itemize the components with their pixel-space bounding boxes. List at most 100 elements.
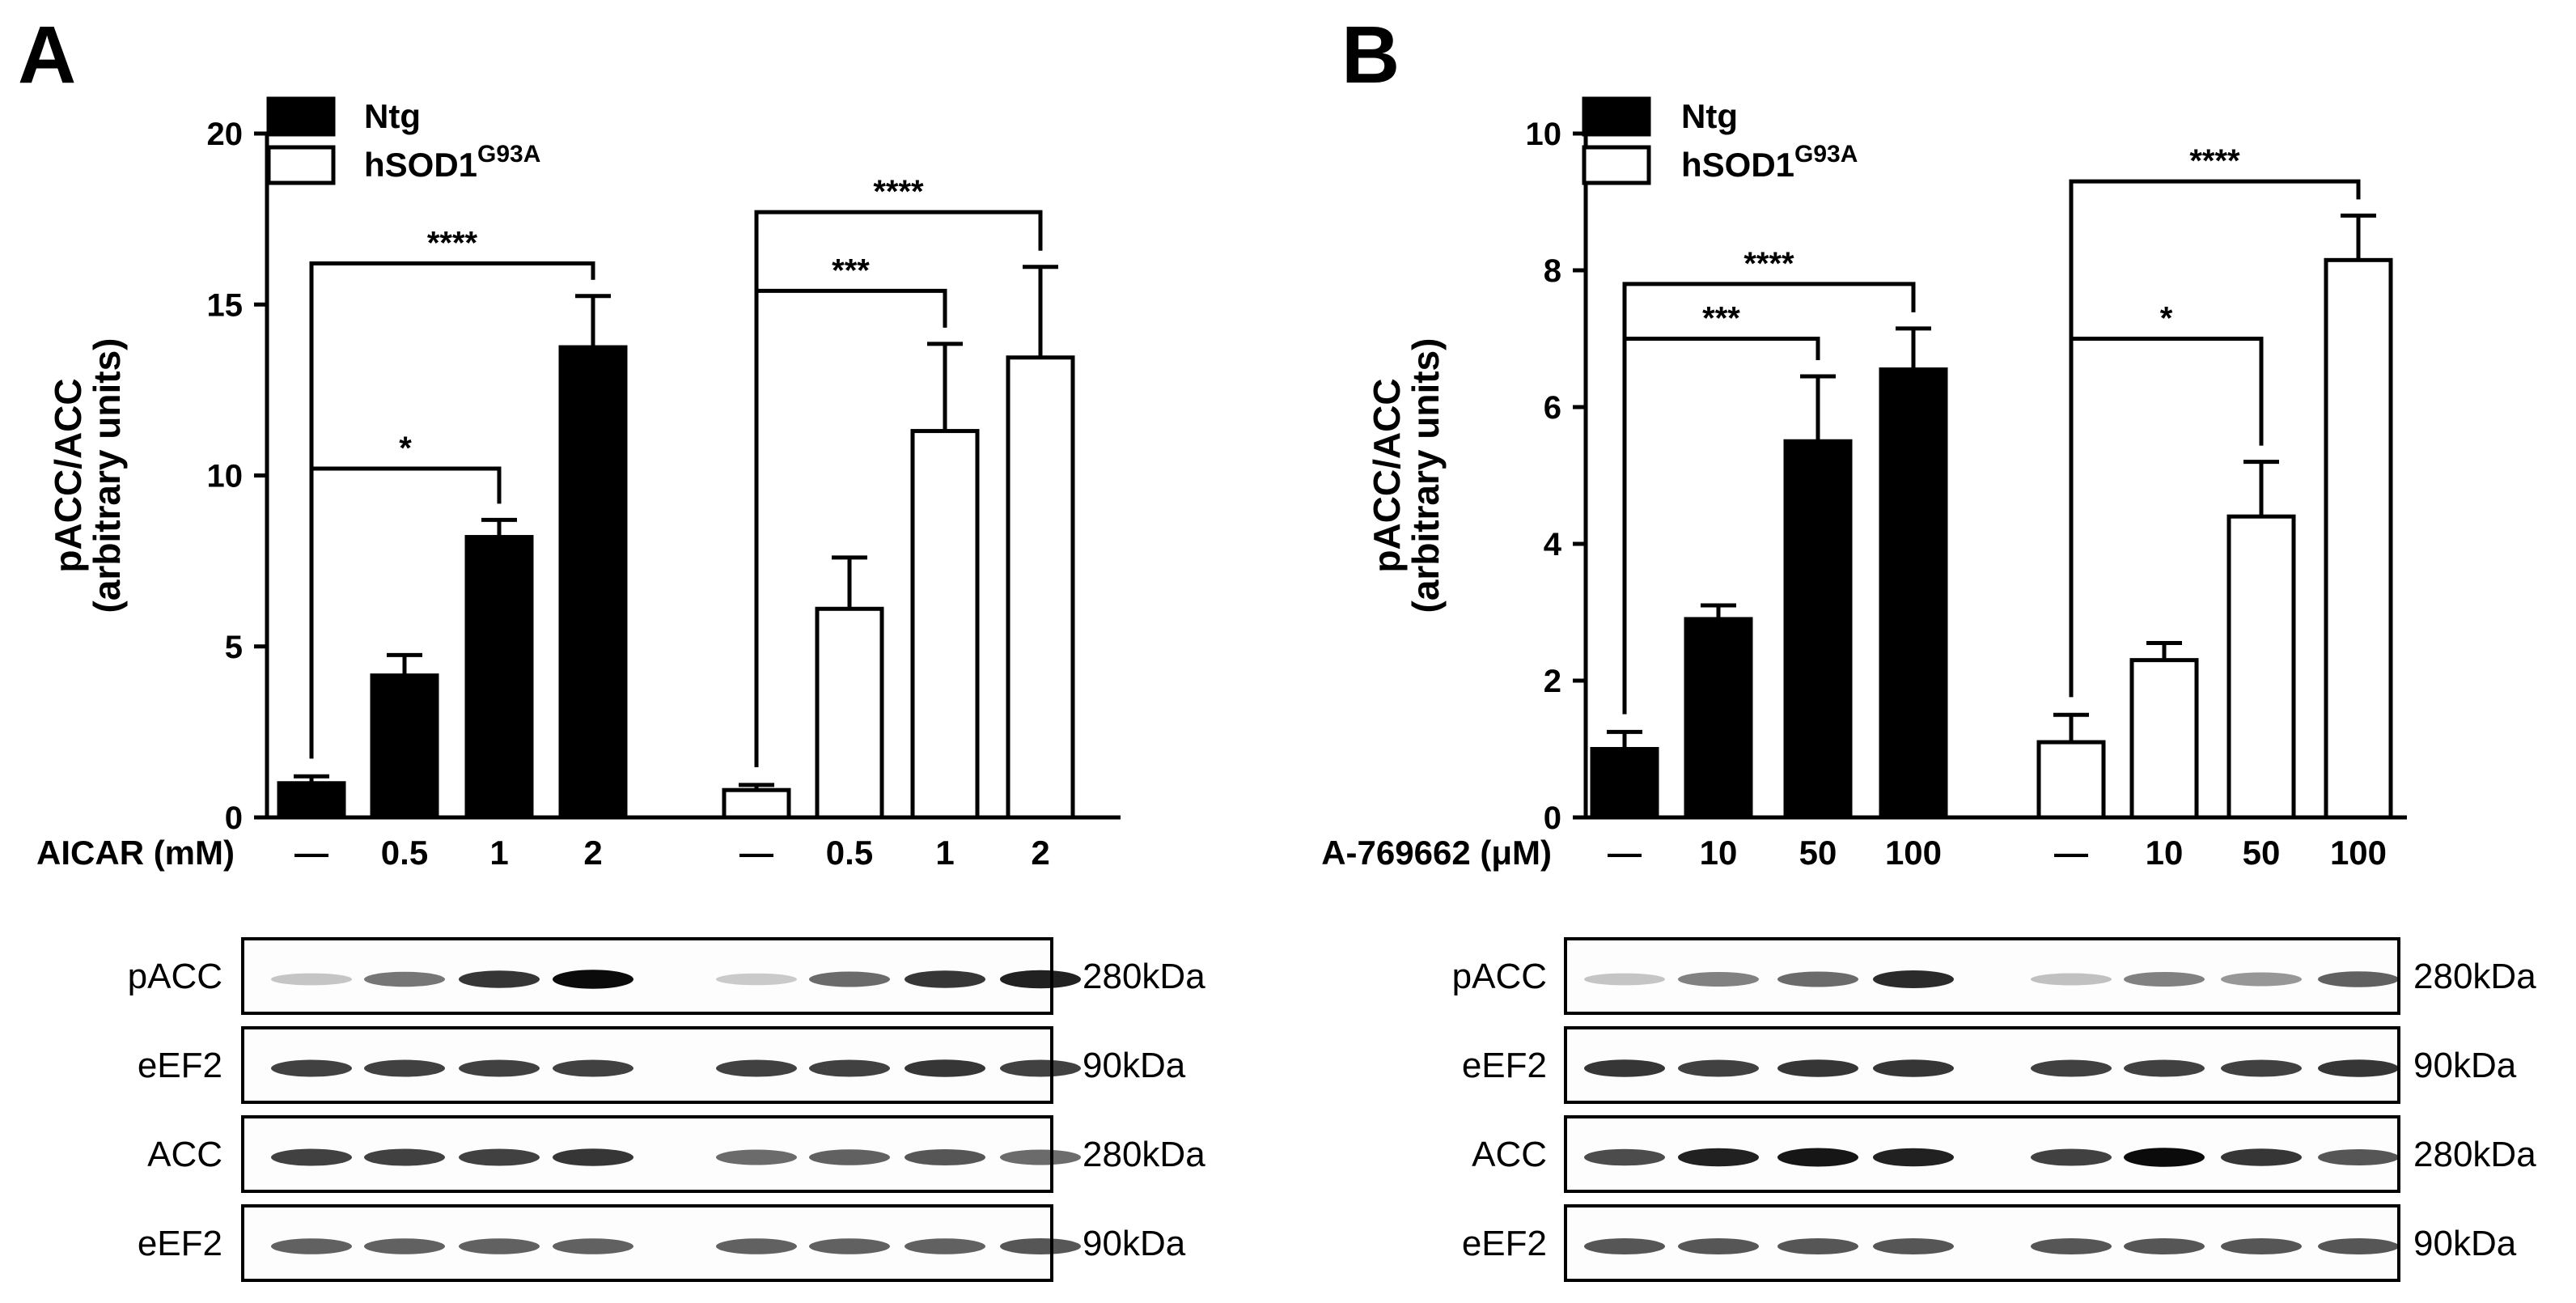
significance-bracket: **** — [754, 174, 1043, 767]
category-label: 10 — [1700, 834, 1738, 872]
blot-band — [2221, 1238, 2302, 1254]
blot-size-label: 280kDa — [1083, 957, 1205, 996]
significance-bracket: **** — [1622, 246, 1916, 715]
y-tick-label: 0 — [1544, 800, 1561, 836]
category-label: 50 — [1799, 834, 1837, 872]
blot-band — [271, 1059, 352, 1077]
y-tick-label: 5 — [225, 630, 243, 665]
blot-band — [364, 1148, 445, 1166]
blot-band — [271, 973, 352, 986]
category-label: 100 — [1885, 834, 1942, 872]
legend-label: Ntg — [1681, 97, 1738, 135]
blot-band — [1678, 1148, 1759, 1167]
blot-strip: eEF2 90kDa — [138, 1204, 1186, 1282]
category-label: 50 — [2243, 834, 2281, 872]
y-tick-label: 6 — [1544, 390, 1561, 426]
blot-band — [905, 1059, 985, 1077]
category-label: 1 — [935, 834, 954, 872]
bar — [722, 787, 791, 820]
bar — [1879, 367, 1948, 820]
blot-band — [2124, 972, 2205, 987]
blot-band — [364, 971, 445, 987]
y-axis-subtitle: (arbitrary units) — [1405, 338, 1447, 613]
blot-band — [809, 1149, 890, 1165]
category-label: 10 — [2146, 834, 2184, 872]
y-tick-label: 8 — [1544, 253, 1561, 289]
blot-band — [716, 973, 797, 986]
bracket-line — [2069, 179, 2361, 698]
x-axis-title: A-769662 (μM) — [1321, 834, 1552, 872]
y-axis-subtitle: (arbitrary units) — [86, 338, 128, 613]
blot-strip: ACC 280kDa — [147, 1115, 1205, 1193]
blot-band — [459, 1238, 540, 1254]
blot-band — [905, 1149, 985, 1165]
blot-band — [716, 1238, 797, 1254]
blot-size-label: 90kDa — [2413, 1224, 2517, 1263]
blot-band — [2031, 973, 2112, 986]
blot-band — [553, 1059, 633, 1077]
blot-band — [716, 1059, 797, 1077]
blot-label: eEF2 — [138, 1224, 222, 1263]
blot-label: eEF2 — [1462, 1046, 1547, 1085]
blot-band — [1584, 1059, 1665, 1077]
blot-label: ACC — [147, 1135, 222, 1174]
blot-band — [809, 1238, 890, 1254]
blot-band — [553, 970, 633, 989]
significance-bracket: **** — [309, 226, 595, 759]
y-tick-label: 10 — [207, 459, 244, 494]
blot-band — [553, 1238, 633, 1254]
significance-label: **** — [873, 174, 924, 210]
blot-strip: eEF2 90kDa — [1462, 1026, 2517, 1104]
blot-band — [459, 1059, 540, 1077]
category-label: — — [2054, 834, 2088, 872]
blot-band — [2318, 1059, 2399, 1077]
blot-band — [2031, 1148, 2112, 1166]
significance-label: **** — [1743, 246, 1794, 282]
category-label: 0.5 — [381, 834, 428, 872]
blot-strip: eEF2 90kDa — [1462, 1204, 2517, 1282]
blot-band — [2221, 1148, 2302, 1166]
blot-band — [2318, 1238, 2399, 1254]
blot-band — [271, 1238, 352, 1254]
blot-band — [1777, 971, 1858, 987]
y-tick-label: 20 — [207, 117, 244, 152]
category-label: — — [294, 834, 328, 872]
blot-band — [2124, 1148, 2205, 1167]
category-label: — — [739, 834, 773, 872]
blot-band — [2031, 1059, 2112, 1077]
significance-bracket: **** — [2069, 143, 2361, 698]
panel-label-b: B — [1341, 10, 1400, 100]
blot-band — [2318, 971, 2399, 987]
bar — [1783, 439, 1853, 820]
bracket-line — [1622, 282, 1916, 715]
blot-frame — [1564, 937, 2400, 1015]
blot-label: eEF2 — [138, 1046, 222, 1085]
bar — [2226, 514, 2296, 820]
category-label: 1 — [489, 834, 508, 872]
blot-band — [716, 1149, 797, 1165]
blot-band — [1873, 1059, 1954, 1077]
blot-size-label: 90kDa — [1083, 1224, 1186, 1263]
blot-label: eEF2 — [1462, 1224, 1547, 1263]
legend-swatch — [266, 145, 336, 185]
blot-label: pACC — [1452, 957, 1547, 996]
blot-band — [1777, 1148, 1858, 1167]
y-tick-label: 4 — [1544, 527, 1562, 562]
y-tick-label: 2 — [1544, 664, 1561, 699]
bar — [1006, 355, 1075, 820]
blot-band — [1584, 1238, 1665, 1254]
chart-panel-a: 0 5 10 15 20 pACC/ACC(arbitrary units) Ntg hSOD… — [36, 96, 1205, 1282]
blot-band — [1873, 1148, 1954, 1167]
category-label: 100 — [2330, 834, 2387, 872]
bar — [1684, 617, 1753, 820]
blot-band — [553, 1148, 633, 1166]
blot-label: ACC — [1472, 1135, 1547, 1174]
blot-band — [459, 1148, 540, 1166]
blot-band — [905, 970, 985, 988]
significance-label: *** — [832, 253, 870, 288]
blot-size-label: 280kDa — [1083, 1135, 1205, 1174]
blot-band — [364, 1238, 445, 1254]
chart-panel-b: 0 2 4 6 8 10 pACC/ACC(arbitrary units) Ntg hSOD1… — [1321, 96, 2536, 1282]
y-axis-title: pACC/ACC — [47, 378, 89, 572]
blot-band — [271, 1148, 352, 1166]
